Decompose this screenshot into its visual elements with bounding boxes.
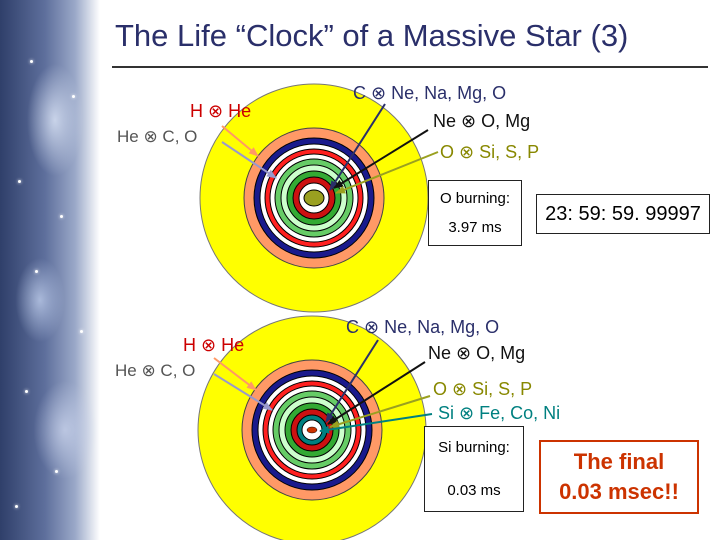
bottom-label-si: Si ⊗ Fe, Co, Ni xyxy=(438,403,561,423)
bottom-phase-name: Si burning: xyxy=(438,439,510,456)
bottom-label-h-to-he: H ⊗ He xyxy=(183,335,245,355)
top-label-o: O ⊗ Si, S, P xyxy=(440,142,540,162)
bottom-label-he-to-co: He ⊗ C, O xyxy=(115,361,196,380)
final-line-1: The final xyxy=(573,449,665,474)
top-arrow-h-he xyxy=(221,125,259,157)
bottom-arrow-c xyxy=(325,339,379,423)
top-star-cross-section xyxy=(199,83,429,313)
bottom-label-o: O ⊗ Si, S, P xyxy=(433,379,533,399)
top-label-ne: Ne ⊗ O, Mg xyxy=(433,111,531,131)
top-arrow-o xyxy=(335,151,439,194)
bottom-phase-duration: 0.03 ms xyxy=(447,482,501,499)
clock-box: 23: 59: 59. 99997 xyxy=(536,194,710,234)
bottom-arrow-o xyxy=(329,395,431,429)
top-arrow-c xyxy=(329,103,386,191)
top-arrow-ne xyxy=(333,129,429,189)
slide-title: The Life “Clock” of a Massive Star (3) xyxy=(115,18,629,53)
top-phase-name: O burning: xyxy=(439,190,511,207)
top-label-he-to-co: He ⊗ C, O xyxy=(117,127,198,146)
top-label-h-to-he: H ⊗ He xyxy=(190,101,252,121)
top-label-c: C ⊗ Ne, Na, Mg, O xyxy=(353,83,507,103)
bottom-phase-box: Si burning: 0.03 ms xyxy=(424,426,524,512)
bottom-core xyxy=(306,426,318,434)
bottom-arrow-h-he xyxy=(213,357,257,391)
bottom-arrow-he-co xyxy=(213,373,273,411)
top-phase-duration: 3.97 ms xyxy=(448,219,502,236)
final-line-2: 0.03 msec!! xyxy=(559,479,679,504)
top-arrow-he-co xyxy=(221,141,277,179)
bottom-label-ne: Ne ⊗ O, Mg xyxy=(428,343,526,363)
top-core xyxy=(303,189,325,207)
final-time-box: The final 0.03 msec!! xyxy=(539,440,699,514)
nebula-background-image xyxy=(0,0,100,540)
bottom-arrow-si xyxy=(319,413,433,434)
top-phase-box: O burning: 3.97 ms xyxy=(428,180,522,246)
bottom-label-c: C ⊗ Ne, Na, Mg, O xyxy=(346,317,500,337)
bottom-arrow-ne xyxy=(327,361,426,425)
clock-readout: 23: 59: 59. 99997 xyxy=(545,202,701,225)
title-divider xyxy=(112,66,708,68)
